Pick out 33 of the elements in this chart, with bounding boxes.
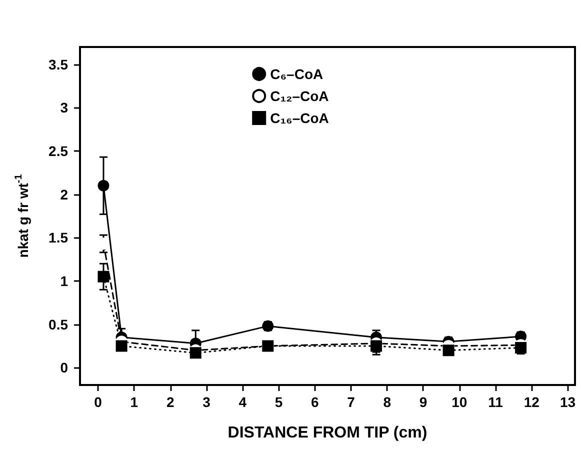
legend-label: C₁₆–CoA (270, 110, 329, 126)
y-tick-label: 1 (60, 273, 68, 289)
y-tick-label: 2 (60, 186, 68, 202)
point (370, 340, 382, 352)
x-tick-label: 12 (524, 394, 540, 410)
x-tick-label: 3 (202, 394, 211, 410)
x-tick-label: 2 (166, 394, 174, 410)
x-tick-label: 11 (488, 394, 504, 410)
x-tick-label: 8 (383, 394, 392, 410)
x-tick-label: 13 (560, 394, 576, 410)
x-tick-label: 9 (419, 394, 428, 410)
legend-label: C₁₂–CoA (270, 88, 329, 104)
y-tick-label: 3 (60, 100, 68, 116)
x-tick-label: 10 (452, 394, 468, 410)
y-tick-label: 3.5 (48, 56, 68, 72)
x-tick-label: 5 (274, 394, 283, 410)
point (98, 180, 110, 192)
point (190, 347, 202, 359)
point (116, 340, 128, 352)
x-tick-label: 7 (347, 394, 356, 410)
y-axis-title: nkat g fr wt-1 (14, 174, 31, 258)
y-tick-label: 0.5 (48, 316, 68, 332)
point (98, 270, 110, 282)
x-tick-label: 1 (130, 394, 138, 410)
point (442, 344, 454, 356)
x-tick-label: 0 (94, 394, 102, 410)
y-tick-label: 0 (60, 360, 68, 376)
x-tick-label: 6 (310, 394, 319, 410)
y-tick-label: 2.5 (48, 143, 68, 159)
x-tick-label: 4 (238, 394, 247, 410)
legend-label: C₆–CoA (270, 66, 324, 82)
x-axis-title: DISTANCE FROM TIP (cm) (228, 424, 428, 442)
y-tick-label: 1.5 (48, 230, 68, 246)
